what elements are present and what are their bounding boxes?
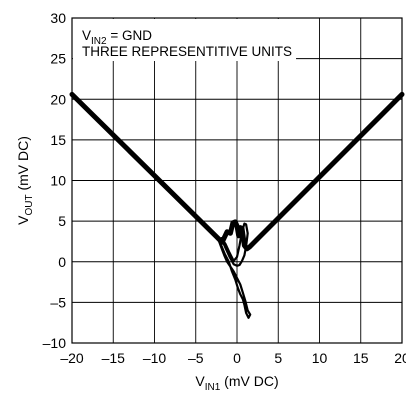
x-tick-label: –5 bbox=[188, 350, 204, 366]
x-axis-label-unit: (mV DC) bbox=[220, 373, 278, 389]
annotation-vin2-main: V bbox=[82, 28, 91, 43]
y-tick-label: –5 bbox=[50, 294, 66, 310]
x-tick-label: –10 bbox=[143, 350, 167, 366]
series-line-2 bbox=[220, 222, 249, 267]
y-axis-label: VOUT (mV DC) bbox=[15, 136, 35, 225]
x-tick-label: 20 bbox=[394, 350, 406, 366]
plot-frame bbox=[71, 17, 403, 344]
x-tick-label: –15 bbox=[102, 350, 126, 366]
y-axis-label-unit: (mV DC) bbox=[15, 136, 31, 194]
x-axis-label-main: V bbox=[195, 373, 205, 389]
annotation-units: THREE REPRESENTITIVE UNITS bbox=[82, 44, 292, 59]
grid bbox=[71, 17, 403, 344]
x-tick-label: 0 bbox=[233, 350, 241, 366]
y-tick-label: –10 bbox=[43, 335, 67, 351]
x-tick-label: 15 bbox=[353, 350, 369, 366]
x-axis-label: VIN1 (mV DC) bbox=[195, 373, 278, 393]
series-group bbox=[69, 91, 405, 319]
y-tick-label: 20 bbox=[50, 91, 66, 107]
y-tick-label: 15 bbox=[50, 132, 66, 148]
series-line-1 bbox=[217, 236, 252, 319]
x-tick-label: –20 bbox=[60, 350, 84, 366]
annotation-group: VIN2 = GND THREE REPRESENTITIVE UNITS bbox=[82, 28, 292, 59]
y-tick-labels: –10 –5 0 5 10 15 20 25 30 bbox=[43, 10, 67, 351]
annotation-vin2: VIN2 = GND bbox=[82, 28, 152, 47]
y-tick-label: 30 bbox=[50, 10, 66, 26]
y-tick-label: 5 bbox=[58, 213, 66, 229]
y-tick-label: 10 bbox=[50, 173, 66, 189]
y-tick-label: 0 bbox=[58, 254, 66, 270]
annotation-background bbox=[73, 19, 297, 61]
x-tick-labels: –20 –15 –10 –5 0 5 10 15 20 bbox=[60, 350, 406, 366]
y-axis-label-main: V bbox=[15, 215, 31, 225]
annotation-vin2-sub: IN2 bbox=[91, 36, 107, 47]
annotation-vin2-rest: = GND bbox=[107, 28, 153, 43]
y-tick-label: 25 bbox=[50, 51, 66, 67]
x-tick-label: 5 bbox=[274, 350, 282, 366]
x-axis-label-sub: IN1 bbox=[205, 382, 221, 393]
x-tick-label: 10 bbox=[312, 350, 328, 366]
y-axis-label-sub: OUT bbox=[24, 194, 35, 215]
